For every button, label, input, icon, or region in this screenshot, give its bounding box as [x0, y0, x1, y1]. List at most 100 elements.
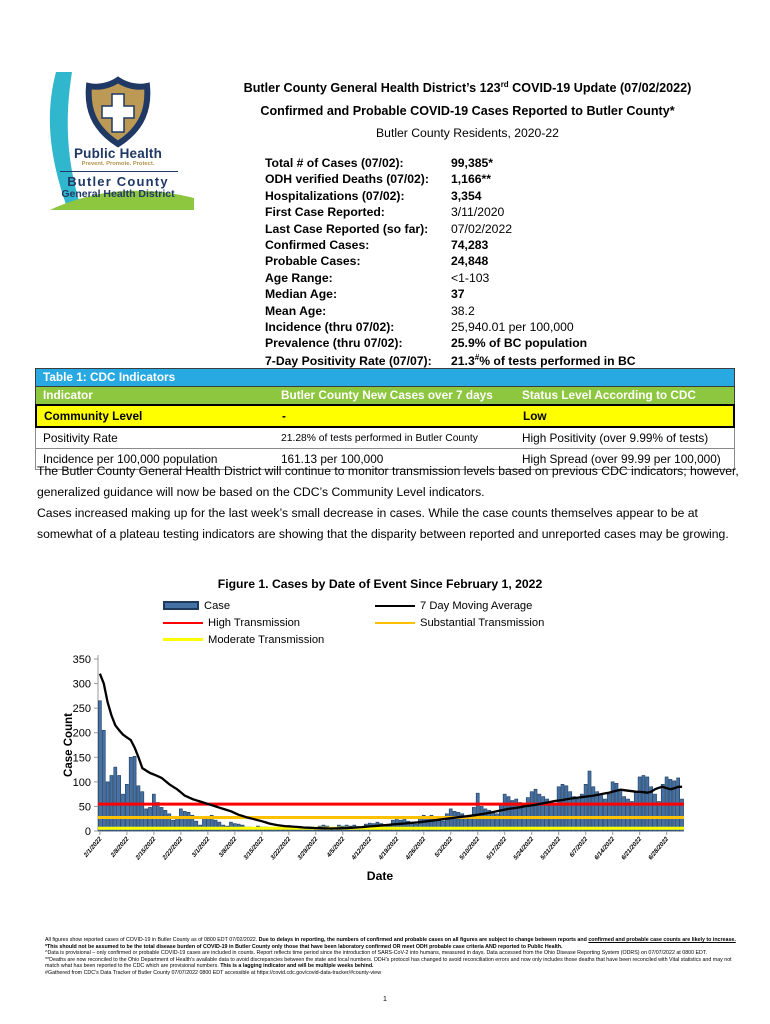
narrative-text: The Butler County General Health Distric… [37, 461, 739, 545]
footnote-segment: *This should not be assumed to be the to… [45, 943, 563, 950]
legend-swatch-line [375, 604, 415, 607]
stat-value: 99,385* [451, 156, 494, 170]
footnotes: All figures show reported cases of COVID… [45, 937, 740, 977]
logo-divider [60, 171, 178, 172]
x-tick-label: 3/29/2022 [296, 835, 319, 861]
logo-teal-swoosh [49, 72, 82, 210]
footnote-segment: All figures show reported cases of COVID… [45, 937, 259, 943]
x-tick-label: 6/28/2022 [647, 835, 670, 861]
y-tick-label: 250 [73, 703, 91, 715]
footnote-segment: confirmed and probable case counts are l… [588, 937, 736, 943]
y-tick-label: 350 [73, 654, 91, 666]
legend-swatch-line [375, 621, 415, 624]
stat-row: ODH verified Deaths (07/02): 1,166** [265, 172, 725, 188]
footnote-segment: **Deaths are now reconciled to the Ohio … [45, 956, 732, 970]
moving-average-line [98, 673, 683, 830]
stat-row: Incidence (thru 07/02): 25,940.01 per 100… [265, 320, 725, 336]
stat-value: 07/02/2022 [451, 221, 512, 236]
y-axis-title: Case Count [63, 713, 75, 777]
legend-label: Case [204, 599, 231, 612]
y-tick-label: 200 [73, 728, 91, 740]
table-header-cell: Status Level According to CDC [522, 388, 696, 402]
x-tick-label: 5/31/2022 [539, 835, 562, 861]
table-row: Community Level - Low [35, 404, 735, 428]
table-title: Table 1: CDC Indicators [35, 368, 735, 387]
legend-item: 7 Day Moving Average [375, 599, 625, 612]
x-tick-label: 2/22/2022 [161, 835, 185, 862]
x-tick-label: 5/3/2022 [433, 835, 454, 858]
stat-value: 74,283 [451, 237, 489, 252]
legend-swatch-line [163, 621, 203, 624]
x-axis-title: Date [366, 869, 394, 883]
footnote-line: ^Data is provisional – only confirmed or… [45, 950, 740, 957]
x-tick-label: 6/7/2022 [568, 835, 589, 858]
report-title-line1: Butler County General Health District’s … [195, 80, 740, 95]
stat-label: Incidence (thru 07/02): [265, 319, 395, 334]
table-header-cell: Butler County New Cases over 7 days [281, 388, 493, 402]
chart-legend: Case 7 Day Moving Average High Transmissio… [163, 599, 625, 646]
table-cell: - [282, 409, 286, 423]
legend-item: Moderate Transmission [163, 633, 375, 646]
x-tick-label: 2/1/2022 [82, 835, 104, 859]
stat-value: 3/11/2020 [451, 205, 505, 220]
x-tick-label: 6/14/2022 [593, 835, 616, 861]
table-cell: Positivity Rate [43, 431, 118, 445]
stat-row: Median Age: 37 [265, 287, 725, 303]
x-tick-label: 3/15/2022 [242, 835, 265, 861]
stat-value: <1-103 [451, 270, 490, 285]
x-tick-label: 4/26/2022 [404, 835, 428, 862]
stat-value: 3,354 [451, 188, 482, 203]
legend-item: High Transmission [163, 616, 375, 629]
y-tick-label: 300 [73, 679, 91, 691]
stat-label: Prevalence (thru 07/02): [265, 336, 403, 351]
logo-butler-county-text: Butler County [67, 174, 169, 189]
case-bars [98, 700, 684, 832]
stat-label: Total # of Cases (07/02): [265, 156, 404, 170]
title-ordinal-sup: rd [500, 80, 509, 89]
logo-tagline: Prevent. Promote. Protect. [81, 161, 155, 167]
table-header-row: Indicator Butler County New Cases over 7 … [35, 387, 735, 404]
report-header: Butler County General Health District’s … [195, 80, 740, 140]
table-cell: 21.28% of tests performed in Butler Coun… [281, 433, 478, 444]
legend-swatch-line [163, 638, 203, 641]
paragraph-2: Cases increased making up for the last w… [37, 506, 729, 541]
stat-label: 7-Day Positivity Rate (07/07): [265, 353, 432, 368]
y-tick-label: 0 [85, 826, 91, 838]
legend-swatch-bar [163, 601, 199, 610]
x-tick-label: 5/24/2022 [512, 835, 535, 861]
stat-value: 24,848 [451, 254, 489, 269]
title-post: COVID-19 Update (07/02/2022) [508, 81, 692, 96]
stat-row: Last Case Reported (so far): 07/02/2022 [265, 222, 725, 238]
footnote-line: All figures show reported cases of COVID… [45, 937, 740, 950]
stat-label: Confirmed Cases: [265, 237, 370, 252]
stat-value: 37 [451, 287, 465, 302]
table-cell: High Positivity (over 9.99% of tests) [522, 431, 709, 445]
page-number: 1 [383, 996, 387, 1003]
x-tick-label: 2/15/2022 [134, 835, 158, 862]
logo-public-health-text: Public Health [73, 146, 163, 161]
stat-row: Prevalence (thru 07/02): 25.9% of BC popu… [265, 336, 725, 352]
table-row: Positivity Rate 21.28% of tests performed… [35, 428, 735, 449]
table-cell: Incidence per 100,000 population [43, 452, 218, 466]
logo-cross-icon [101, 93, 135, 133]
legend-item: Case [163, 599, 375, 612]
stat-label: First Case Reported: [265, 205, 385, 220]
logo-district-text: General Health District [61, 188, 175, 200]
footnote-segment: Due to delays in reporting, the numbers … [258, 937, 589, 943]
x-tick-label: 5/17/2022 [485, 835, 508, 861]
x-tick-label: 3/1/2022 [191, 835, 212, 858]
table-cell: High Spread (over 99.99 per 100,000) [522, 452, 721, 466]
x-tick-label: 3/22/2022 [269, 835, 292, 861]
stat-row: Hospitalizations (07/02): 3,354 [265, 189, 725, 205]
x-tick-label: 4/19/2022 [377, 835, 401, 862]
figure-title: Figure 1. Cases by Date of Event Since F… [217, 577, 543, 591]
stats-list: Total # of Cases (07/02): 99,385* ODH veri… [265, 156, 725, 369]
legend-label: Moderate Transmission [208, 633, 325, 646]
stat-row: 7-Day Positivity Rate (07/07): 21.3#% of … [265, 353, 725, 369]
paragraph-1: The Butler County General Health Distric… [37, 464, 739, 499]
y-tick-label: 150 [73, 752, 91, 764]
y-tick-label: 100 [73, 777, 91, 789]
stat-label: Hospitalizations (07/02): [265, 188, 405, 203]
stat-label: Median Age: [265, 287, 337, 302]
